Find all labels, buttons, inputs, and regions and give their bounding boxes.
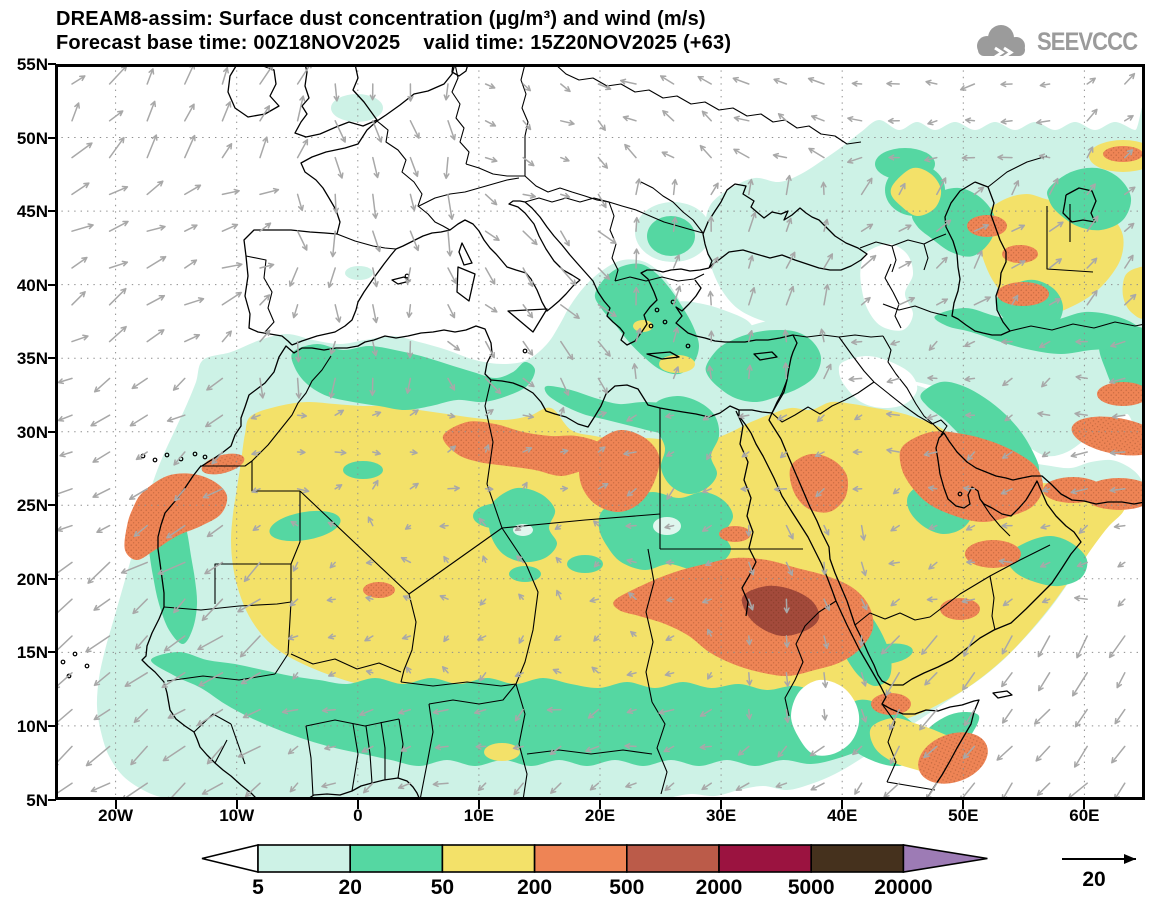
lon-label: 20E bbox=[584, 806, 616, 825]
legend-tick-label: 5000 bbox=[788, 876, 835, 899]
logo-text: SEEVCCC bbox=[1037, 27, 1138, 56]
lon-tick bbox=[720, 800, 723, 809]
lon-label: 30E bbox=[705, 806, 737, 825]
lat-label: 40N bbox=[16, 275, 48, 295]
seevccc-logo: SEEVCCC bbox=[967, 22, 1151, 62]
legend-tick-label: 200 bbox=[517, 876, 552, 899]
lat-label: 50N bbox=[16, 128, 48, 148]
wind-reference-arrow-icon: 20 bbox=[1062, 854, 1136, 891]
lon-label: 0 bbox=[353, 806, 363, 825]
wind-reference-label: 20 bbox=[1082, 868, 1105, 891]
cloud-logo-icon bbox=[977, 25, 1026, 59]
lon-tick bbox=[356, 800, 359, 809]
lat-tick bbox=[48, 136, 56, 139]
lon-tick bbox=[841, 800, 844, 809]
lat-label: 10N bbox=[16, 716, 48, 736]
lat-tick bbox=[48, 63, 56, 65]
lat-tick bbox=[48, 504, 56, 507]
lon-tick bbox=[962, 800, 965, 809]
forecast-map bbox=[48, 61, 1163, 804]
legend-tick-label: 5 bbox=[252, 876, 264, 899]
lat-label: 25N bbox=[16, 496, 48, 516]
lon-tick bbox=[114, 800, 117, 809]
lon-label: 60E bbox=[1069, 806, 1100, 825]
legend-tick-label: 2000 bbox=[696, 876, 743, 899]
lat-label: 20N bbox=[16, 569, 48, 589]
lat-tick bbox=[48, 724, 56, 727]
lon-label: 10W bbox=[219, 806, 255, 825]
lat-label: 35N bbox=[16, 349, 48, 369]
lat-label: 15N bbox=[16, 643, 48, 663]
chart-title: DREAM8-assim: Surface dust concentration… bbox=[56, 8, 706, 30]
lon-label: 20W bbox=[98, 806, 134, 825]
lon-label: 40E bbox=[827, 806, 858, 825]
wind-reference: 20 bbox=[1056, 846, 1156, 903]
lat-tick bbox=[48, 283, 56, 286]
lon-tick bbox=[599, 800, 601, 809]
lat-label: 5N bbox=[26, 790, 48, 810]
lon-tick bbox=[1083, 800, 1086, 809]
color-scale-bar: 5 20 50 200 500 2000 5000 20000 bbox=[201, 843, 988, 899]
chart-subtitle: Forecast base time: 00Z18NOV2025 valid t… bbox=[56, 32, 732, 54]
lat-tick bbox=[48, 357, 56, 360]
lon-tick bbox=[235, 800, 238, 809]
lat-label: 55N bbox=[16, 55, 48, 74]
legend-tick-label: 50 bbox=[431, 876, 454, 899]
lat-label: 30N bbox=[16, 422, 48, 442]
lat-tick bbox=[48, 210, 56, 213]
lat-tick bbox=[48, 577, 56, 580]
legend-tick-label: 500 bbox=[609, 876, 644, 899]
lon-tick bbox=[477, 800, 480, 809]
lon-label: 10E bbox=[463, 806, 495, 825]
lon-label: 50E bbox=[948, 806, 979, 825]
legend-tick-label: 20000 bbox=[874, 876, 932, 899]
lat-label: 45N bbox=[16, 202, 48, 222]
color-scale-legend: 5 20 50 200 500 2000 5000 20000 bbox=[198, 842, 992, 905]
map-area bbox=[48, 61, 1163, 804]
legend-tick-label: 20 bbox=[339, 876, 362, 899]
lat-tick bbox=[48, 430, 56, 433]
lat-tick bbox=[48, 798, 56, 801]
lat-tick bbox=[48, 651, 56, 654]
